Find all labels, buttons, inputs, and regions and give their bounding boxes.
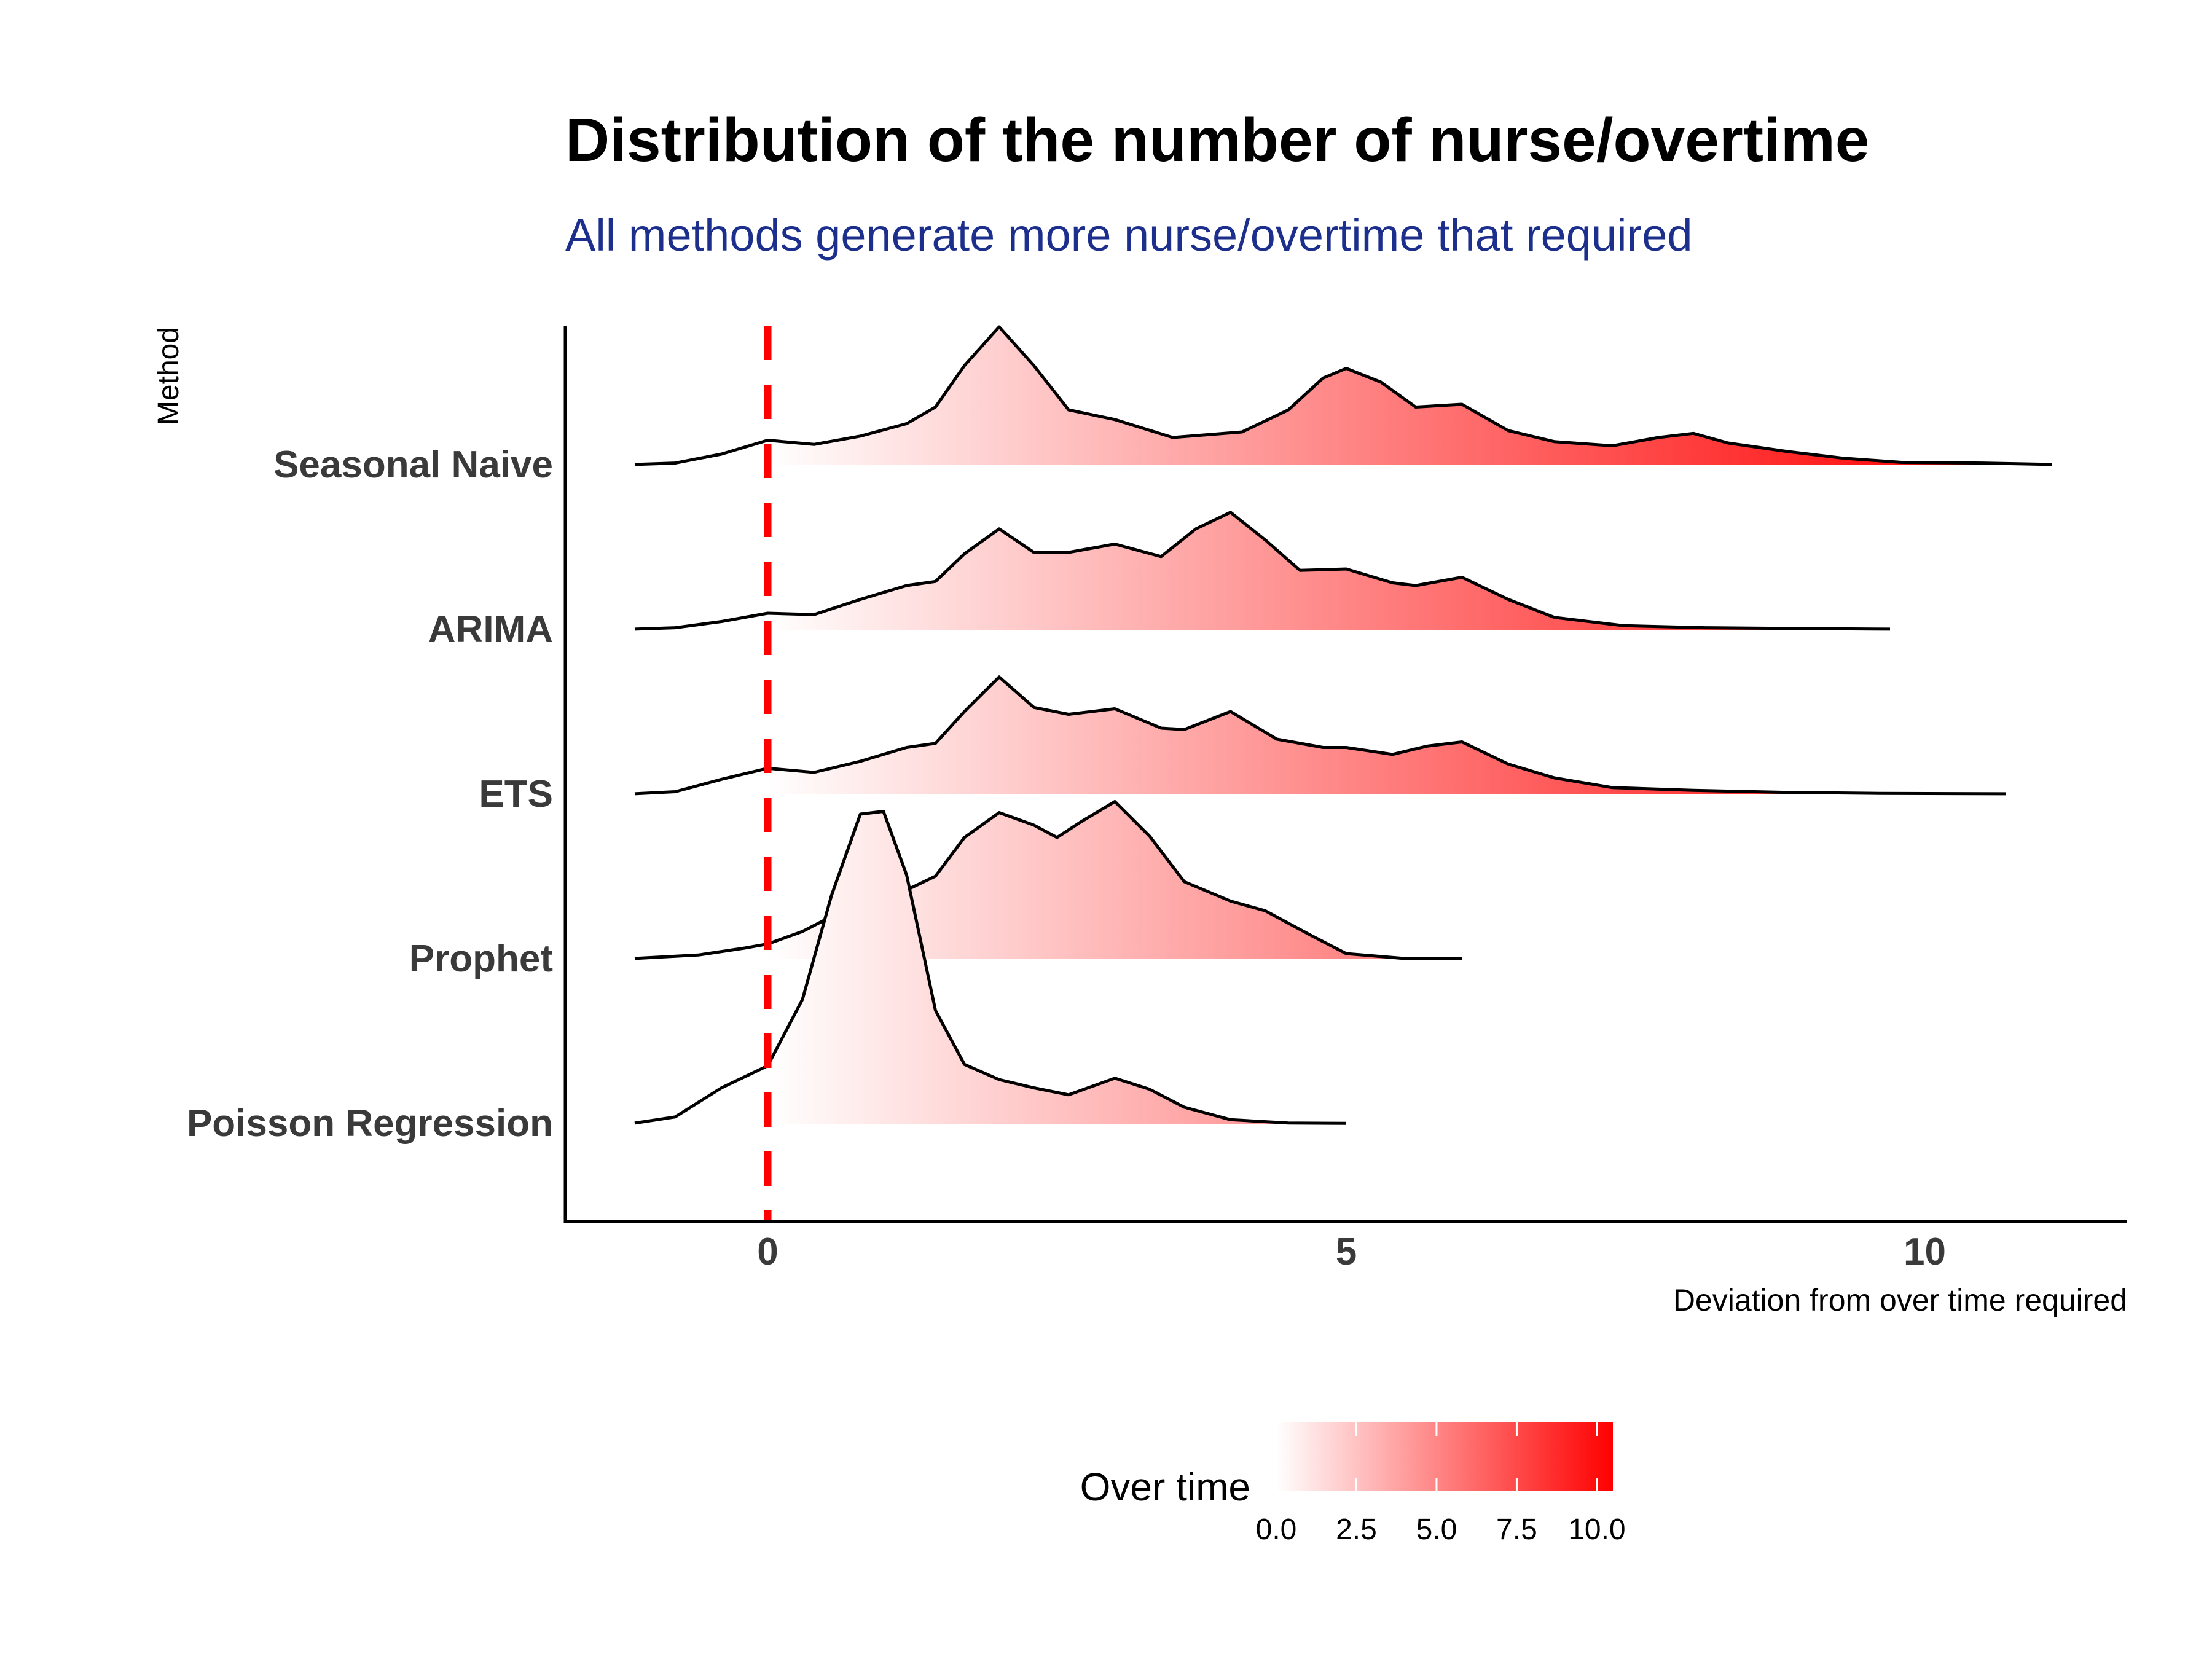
chart-title: Distribution of the number of nurse/over… (565, 106, 1869, 175)
x-axis-title: Deviation from over time required (1673, 1283, 2127, 1317)
legend-tick-label: 10.0 (1568, 1513, 1625, 1546)
ridge-ets (634, 675, 2006, 796)
ridge-area-fill (767, 811, 1346, 1124)
ridge-area-fill (767, 512, 1890, 630)
ridge-area-fill (767, 801, 1462, 959)
ridge-line (634, 800, 1462, 960)
category-label-prophet: Prophet (409, 938, 553, 980)
ridge-line (634, 810, 1347, 1125)
legend-tick-label: 0.0 (1256, 1513, 1297, 1546)
ridge-poisson-regression (634, 810, 1347, 1125)
y-axis-title: Method (152, 327, 185, 425)
legend-tick-label: 2.5 (1336, 1513, 1377, 1546)
category-label-seasonal-naive: Seasonal Naive (273, 444, 553, 486)
ridge-line (634, 675, 2006, 796)
ridge-area-fill (767, 677, 2006, 794)
legend-colorbar (1276, 1422, 1613, 1491)
ridge-area-fill (767, 327, 2052, 465)
ridge-prophet (634, 800, 1462, 960)
x-tick-label: 0 (757, 1231, 778, 1273)
x-tick-label: 5 (1336, 1231, 1357, 1273)
ridge-arima (634, 511, 1891, 631)
ridge-line (634, 511, 1891, 631)
chart-subtitle: All methods generate more nurse/overtime… (565, 210, 1693, 261)
legend-title: Over time (1080, 1465, 1250, 1509)
category-label-poisson-regression: Poisson Regression (187, 1102, 553, 1145)
legend-tick-label: 5.0 (1416, 1513, 1457, 1546)
legend-tick-label: 7.5 (1496, 1513, 1537, 1546)
x-tick-label: 10 (1904, 1231, 1946, 1273)
category-label-ets: ETS (479, 773, 553, 815)
category-label-arima: ARIMA (428, 608, 553, 651)
ridge-seasonal-naive (634, 325, 2052, 466)
ridge-line (634, 325, 2052, 466)
